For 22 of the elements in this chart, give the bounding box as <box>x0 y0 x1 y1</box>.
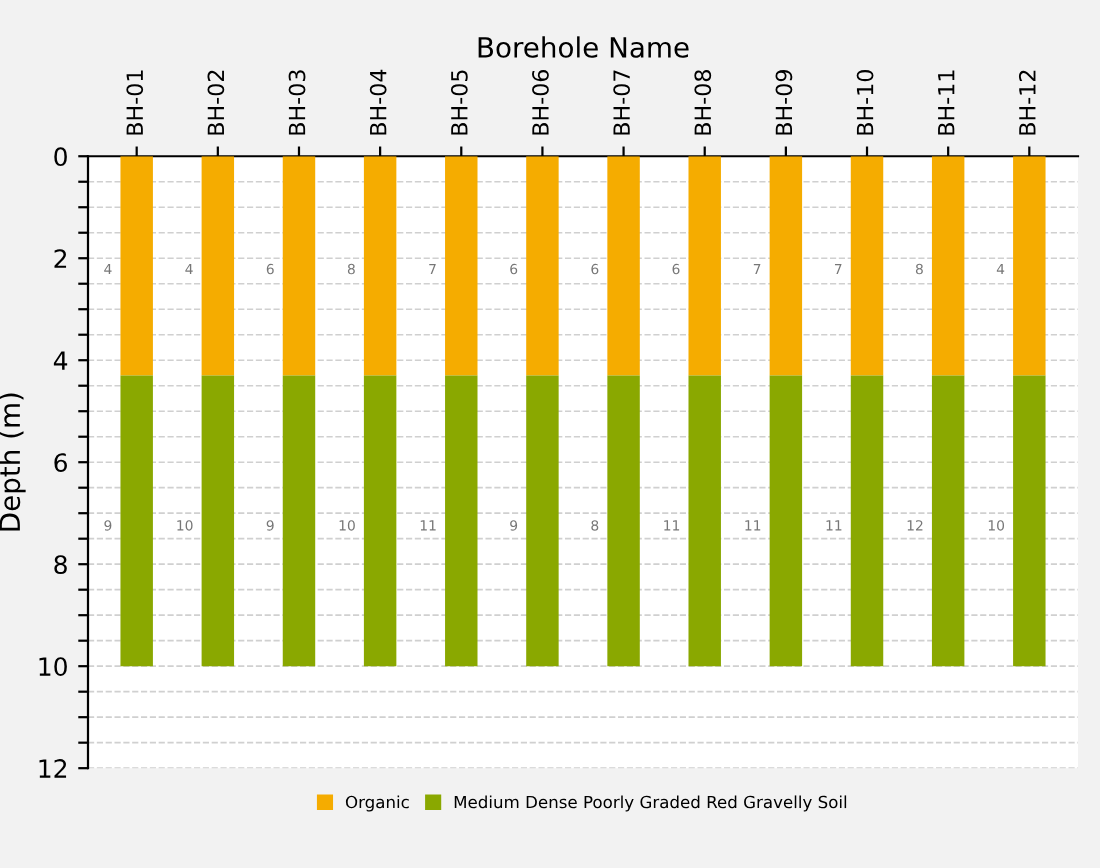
x-tick-label: BH-03 <box>288 70 306 135</box>
y-tick-label: 12 <box>39 759 67 778</box>
x-axis-title: Borehole Name <box>478 36 689 58</box>
x-tick-label: BH-02 <box>207 70 225 135</box>
x-tick-label: BH-05 <box>450 70 468 135</box>
legend-label: Medium Dense Poorly Graded Red Gravelly Soil <box>454 795 847 812</box>
x-tick-label: BH-06 <box>532 69 549 135</box>
x-tick-label: BH-12 <box>1018 70 1036 135</box>
x-tick-label: BH-01 <box>126 70 144 135</box>
x-tick-label: BH-11 <box>938 70 955 135</box>
y-tick-label: 8 <box>54 555 67 575</box>
y-tick-label: 0 <box>54 147 67 167</box>
y-tick-label: 10 <box>39 657 67 677</box>
y-tick-label: 4 <box>53 351 68 370</box>
y-tick-label: 2 <box>54 249 67 268</box>
legend-label: Organic <box>345 795 409 812</box>
x-tick-label: BH-08 <box>694 70 712 135</box>
x-tick-label: BH-07 <box>613 70 631 135</box>
x-tick-label: BH-04 <box>369 69 387 135</box>
y-tick-label: 6 <box>54 453 67 473</box>
x-tick-label: BH-09 <box>775 70 793 135</box>
x-tick-label: BH-10 <box>856 70 874 135</box>
